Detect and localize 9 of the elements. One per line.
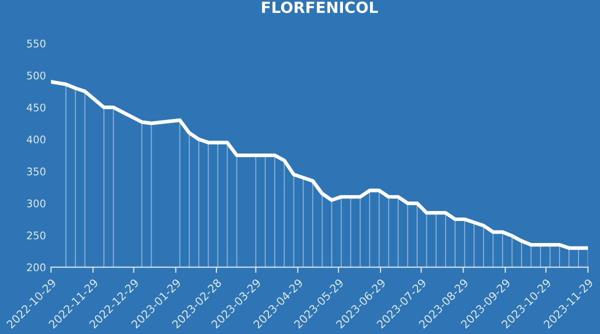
- y-tick-label: 550: [27, 40, 46, 48]
- y-tick-label: 400: [26, 136, 46, 144]
- y-tick-label: 350: [27, 168, 46, 176]
- y-tick-label: 450: [26, 104, 46, 112]
- chart-title: FLORFENICOL: [262, 2, 378, 14]
- y-tick-label: 300: [27, 199, 46, 208]
- y-tick-label: 500: [27, 72, 46, 80]
- y-tick-label: 200: [27, 263, 46, 272]
- y-tick-label: 250: [27, 231, 46, 240]
